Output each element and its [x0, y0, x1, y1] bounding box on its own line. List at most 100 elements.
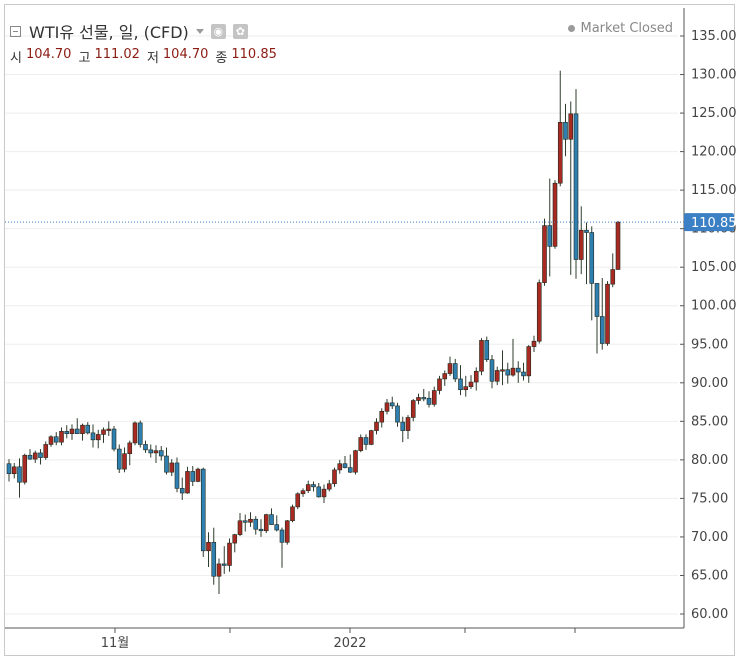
candle[interactable] [95, 429, 101, 449]
candle[interactable] [473, 367, 479, 391]
candle[interactable] [53, 432, 59, 446]
candle[interactable] [358, 434, 364, 453]
candle[interactable] [500, 350, 505, 386]
candle[interactable] [174, 457, 180, 493]
candle[interactable] [153, 445, 159, 463]
candle[interactable] [494, 366, 500, 386]
candle[interactable] [248, 512, 253, 527]
candle[interactable] [127, 440, 133, 466]
candle[interactable] [589, 226, 595, 321]
candle[interactable] [374, 418, 379, 435]
candle[interactable] [200, 467, 206, 557]
candle[interactable] [547, 178, 553, 277]
candle[interactable] [615, 220, 621, 270]
candle[interactable] [431, 386, 437, 407]
candle[interactable] [295, 492, 301, 510]
candle[interactable] [332, 467, 337, 487]
candle[interactable] [395, 402, 400, 427]
candle[interactable] [326, 479, 332, 492]
candle[interactable] [242, 514, 248, 532]
candle[interactable] [221, 546, 227, 574]
candle[interactable] [27, 449, 33, 460]
candle[interactable] [64, 425, 70, 439]
candle[interactable] [158, 445, 164, 461]
candle[interactable] [211, 527, 217, 585]
candle[interactable] [258, 519, 264, 537]
candle[interactable] [463, 375, 469, 397]
candle[interactable] [38, 449, 43, 465]
candle[interactable] [610, 253, 616, 288]
candle[interactable] [43, 441, 49, 460]
candle[interactable] [521, 362, 526, 381]
gear-icon[interactable]: ✿ [232, 23, 248, 39]
candle[interactable] [410, 398, 416, 422]
candle[interactable] [22, 453, 28, 485]
candle[interactable] [253, 516, 259, 535]
candle[interactable] [515, 361, 521, 383]
candle[interactable] [426, 391, 432, 408]
candle[interactable] [101, 427, 106, 443]
candle[interactable] [311, 481, 316, 492]
candle[interactable] [321, 484, 327, 504]
candle[interactable] [442, 370, 448, 386]
candle[interactable] [290, 504, 295, 523]
candle[interactable] [48, 435, 54, 447]
candle[interactable] [74, 418, 80, 434]
candle[interactable] [363, 434, 369, 450]
candle[interactable] [605, 281, 610, 346]
candle[interactable] [405, 415, 411, 440]
candle[interactable] [195, 467, 201, 483]
candle[interactable] [416, 393, 421, 405]
candle[interactable] [111, 425, 117, 452]
candle[interactable] [552, 180, 558, 249]
candle[interactable] [305, 480, 311, 494]
candle[interactable] [185, 466, 190, 494]
candle[interactable] [169, 459, 175, 477]
candle[interactable] [106, 421, 112, 436]
candle[interactable] [227, 538, 232, 572]
candle[interactable] [599, 277, 605, 350]
candle[interactable] [143, 440, 148, 453]
candle[interactable] [316, 482, 322, 498]
candle[interactable] [11, 462, 17, 479]
candle[interactable] [164, 447, 169, 475]
candle[interactable] [132, 421, 138, 446]
candle[interactable] [347, 454, 353, 473]
candle[interactable] [337, 459, 343, 474]
candle[interactable] [437, 375, 442, 395]
eye-icon[interactable]: ◉ [210, 23, 226, 39]
candle[interactable] [279, 527, 285, 568]
candle[interactable] [237, 513, 243, 537]
candle[interactable] [573, 89, 579, 279]
candle[interactable] [536, 279, 542, 344]
candle[interactable] [594, 283, 600, 354]
candle[interactable] [505, 362, 511, 384]
candle[interactable] [284, 519, 290, 545]
candle[interactable] [578, 206, 584, 275]
candle[interactable] [137, 420, 143, 448]
candle[interactable] [479, 338, 484, 376]
candle[interactable] [122, 447, 127, 473]
candle[interactable] [542, 218, 547, 286]
candle[interactable] [206, 532, 211, 567]
candle[interactable] [400, 416, 406, 443]
candle[interactable] [484, 336, 490, 362]
candle[interactable] [452, 358, 458, 383]
candle[interactable] [557, 70, 563, 187]
candle[interactable] [216, 558, 222, 594]
candle[interactable] [468, 375, 474, 389]
candle[interactable] [6, 459, 12, 482]
candle[interactable] [80, 423, 85, 441]
candle[interactable] [90, 424, 96, 448]
chevron-down-icon[interactable] [195, 28, 204, 34]
candle[interactable] [510, 338, 516, 377]
candle[interactable] [368, 429, 374, 446]
candle[interactable] [190, 466, 196, 487]
candle[interactable] [274, 515, 280, 532]
candle[interactable] [59, 427, 64, 446]
candle[interactable] [584, 222, 589, 285]
candle[interactable] [116, 444, 122, 473]
collapse-icon[interactable] [10, 25, 21, 37]
candle[interactable] [32, 450, 38, 463]
candle[interactable] [269, 508, 274, 525]
